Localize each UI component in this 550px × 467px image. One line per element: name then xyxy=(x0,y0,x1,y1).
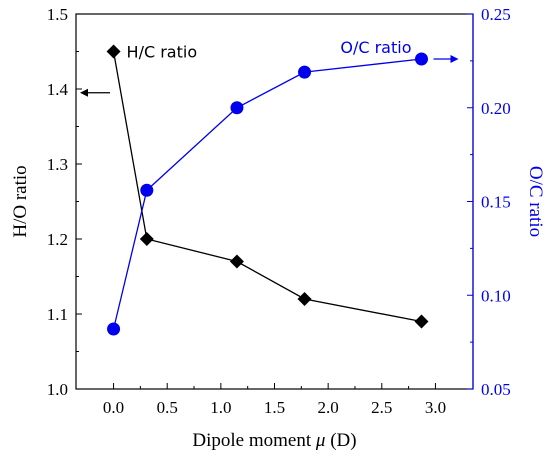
x-axis-title-prefix: Dipole moment xyxy=(192,430,315,451)
y-left-tick-label-0: 1.0 xyxy=(47,380,68,399)
x-tick-label-6: 3.0 xyxy=(425,398,446,417)
y-left-tick-label-5: 1.5 xyxy=(47,5,68,24)
x-tick-label-2: 1.0 xyxy=(210,398,231,417)
x-axis-title-symbol: μ xyxy=(315,430,326,451)
y-left-axis-title: H/O ratio xyxy=(10,165,31,237)
y-right-tick-label-0: 0.05 xyxy=(481,380,511,399)
left-axis-arrow-head xyxy=(80,88,88,97)
y-left-tick-label-2: 1.2 xyxy=(47,230,68,249)
series-0-point-3 xyxy=(297,292,312,306)
y-right-ticks: 0.05 0.10 0.15 0.20 0.25 xyxy=(467,5,511,399)
series-line-1 xyxy=(112,58,422,330)
x-tick-label-4: 2.0 xyxy=(318,398,339,417)
y-right-axis-title: O/C ratio xyxy=(525,166,546,237)
x-tick-label-3: 1.5 xyxy=(264,398,285,417)
plot-frame xyxy=(75,13,474,390)
x-ticks: 0.0 0.5 1.0 1.5 2.0 2.5 3.0 xyxy=(103,383,446,417)
y-left-tick-label-3: 1.3 xyxy=(47,155,68,174)
axis-arrows xyxy=(80,55,459,97)
x-tick-label-1: 0.5 xyxy=(157,398,178,417)
x-tick-label-0: 0.0 xyxy=(103,398,124,417)
right-axis-arrow-head xyxy=(450,55,459,63)
series-0-point-2 xyxy=(229,254,244,269)
series-0-point-4 xyxy=(414,314,429,329)
y-left-tick-label-4: 1.4 xyxy=(47,80,69,99)
series-0-point-1 xyxy=(139,232,154,246)
x-axis-title: Dipole moment μ (D) xyxy=(192,430,356,451)
y-right-tick-label-4: 0.25 xyxy=(481,5,511,24)
plot-marks xyxy=(106,44,429,336)
series-1-point-2 xyxy=(230,101,244,115)
series-1-point-1 xyxy=(140,183,154,197)
y-left-tick-label-1: 1.1 xyxy=(47,305,68,324)
x-tick-label-5: 2.5 xyxy=(371,398,392,417)
series-1-point-4 xyxy=(414,52,428,66)
series-1-point-0 xyxy=(107,322,121,336)
legend-hc-label: H/C ratio xyxy=(127,43,198,62)
series-1-point-3 xyxy=(298,65,312,79)
y-right-tick-label-1: 0.10 xyxy=(481,286,511,305)
legend-oc-label: O/C ratio xyxy=(340,38,411,57)
y-right-tick-label-2: 0.15 xyxy=(481,193,511,212)
x-axis-title-suffix: (D) xyxy=(325,430,356,451)
series-0-point-0 xyxy=(106,44,121,59)
y-left-ticks: 1.0 1.1 1.2 1.3 1.4 1.5 xyxy=(47,5,82,399)
y-right-tick-label-3: 0.20 xyxy=(481,99,511,118)
